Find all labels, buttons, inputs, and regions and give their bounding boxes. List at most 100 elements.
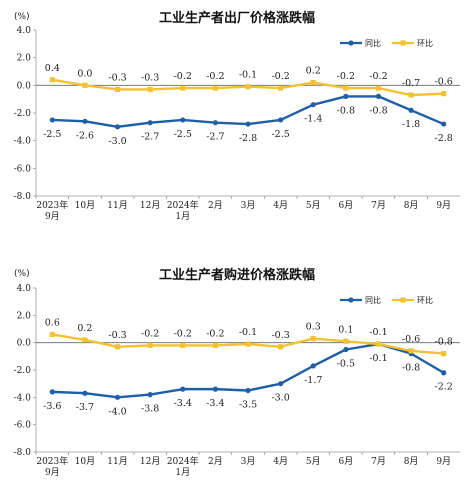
x-tick-label: 3月 xyxy=(241,200,256,211)
data-point xyxy=(278,85,284,91)
data-label: 0.0 xyxy=(77,68,92,79)
data-label: -0.2 xyxy=(337,71,355,82)
data-label: -2.7 xyxy=(206,132,224,143)
data-point xyxy=(82,118,88,124)
data-point xyxy=(114,124,121,130)
data-point xyxy=(180,85,186,91)
x-tick-label: 2024年 xyxy=(167,199,199,211)
data-point xyxy=(180,342,186,348)
data-point xyxy=(310,363,316,369)
data-point xyxy=(441,351,447,357)
data-point xyxy=(278,381,284,387)
data-point xyxy=(245,387,251,394)
data-point xyxy=(441,91,447,97)
legend: 同比 环比 xyxy=(340,38,433,48)
data-point xyxy=(180,117,186,123)
data-point xyxy=(245,341,251,347)
data-label: -0.6 xyxy=(402,334,420,345)
data-label: -3.0 xyxy=(108,136,126,147)
data-point xyxy=(375,93,382,99)
y-tick-label: -8.0 xyxy=(14,448,32,458)
data-label: -0.2 xyxy=(141,328,159,339)
data-point xyxy=(212,342,218,348)
x-tick-label: 2023年 xyxy=(36,199,68,211)
data-point xyxy=(245,84,251,90)
series-yoy: -3.6 -3.7 -4.0 -3.8 -3.4 -3.4 -3.5 -3.0 -1.7 -0.5… xyxy=(43,341,453,417)
data-point xyxy=(147,342,153,348)
y-tick-label: -4.0 xyxy=(14,393,32,403)
data-label: -2.8 xyxy=(239,133,257,144)
x-tick-label: 9月 xyxy=(45,211,60,222)
data-point xyxy=(375,341,382,347)
data-point xyxy=(375,85,382,91)
data-label: -0.2 xyxy=(369,71,387,82)
data-label: -0.8 xyxy=(369,105,387,116)
x-tick-label: 3月 xyxy=(241,456,256,467)
x-tick-label: 10月 xyxy=(75,200,95,211)
x-tick-label: 2023年 xyxy=(36,455,68,467)
x-tick-label: 11月 xyxy=(107,200,127,211)
data-label: 0.1 xyxy=(338,324,353,335)
data-point xyxy=(49,331,55,338)
data-label: -3.7 xyxy=(76,402,94,413)
y-tick-label: -2.0 xyxy=(14,366,32,376)
data-label: -1.4 xyxy=(304,114,322,125)
chart-panel-1: 工业生产者出厂价格涨跌幅 (%) 4.0 2.0 0.0 -2.0 -4.0 -6.0 -8.0… xyxy=(14,10,460,222)
x-tick-label: 9月 xyxy=(45,467,60,478)
y-tick-label: -2.0 xyxy=(14,109,32,119)
chart-title: 工业生产者出厂价格涨跌幅 xyxy=(159,10,315,26)
data-point xyxy=(82,337,88,343)
y-axis-unit: (%) xyxy=(14,269,30,279)
data-label: -0.1 xyxy=(369,353,387,364)
x-tick-label: 5月 xyxy=(306,456,321,467)
legend-label: 同比 xyxy=(365,38,381,48)
x-tick-label: 9月 xyxy=(436,456,451,467)
data-label: -0.3 xyxy=(108,72,126,83)
legend-label: 环比 xyxy=(417,295,433,305)
data-label: 0.2 xyxy=(77,323,92,334)
data-point xyxy=(147,86,153,93)
x-tick-label: 6月 xyxy=(338,200,353,211)
data-label: -0.3 xyxy=(271,330,289,341)
data-label: -0.8 xyxy=(402,363,420,374)
data-label: -3.5 xyxy=(239,400,257,411)
legend-swatch-marker xyxy=(348,40,354,46)
data-point xyxy=(49,77,55,83)
data-label: -2.8 xyxy=(435,133,453,144)
data-label: -3.0 xyxy=(271,393,289,404)
x-tick-label: 7月 xyxy=(371,456,386,467)
data-point xyxy=(441,370,447,376)
data-label: 0.3 xyxy=(306,322,321,333)
x-tick-label: 7月 xyxy=(371,200,386,211)
x-tick-label: 1月 xyxy=(175,467,190,478)
data-label: -1.8 xyxy=(402,119,420,130)
data-label: -0.7 xyxy=(402,78,420,89)
data-label: -0.8 xyxy=(435,337,453,348)
x-tick-label: 2月 xyxy=(208,456,223,467)
y-tick-label: -6.0 xyxy=(14,421,32,431)
data-point xyxy=(147,120,153,126)
data-label: -0.2 xyxy=(206,71,224,82)
data-label: -0.2 xyxy=(271,71,289,82)
data-label: 0.2 xyxy=(306,66,321,77)
data-point xyxy=(147,392,153,398)
data-point xyxy=(114,86,121,93)
data-label: -2.7 xyxy=(141,132,159,143)
y-tick-label: -8.0 xyxy=(14,192,32,202)
data-label: -0.3 xyxy=(108,330,126,341)
x-tick-label: 8月 xyxy=(404,200,419,211)
data-point xyxy=(343,93,349,99)
data-point xyxy=(49,389,55,395)
data-point xyxy=(212,120,218,126)
data-label: -0.2 xyxy=(174,328,192,339)
data-point xyxy=(343,85,349,91)
data-point xyxy=(278,344,284,350)
data-point xyxy=(82,390,88,396)
x-tick-label: 12月 xyxy=(140,200,160,211)
data-label: -0.2 xyxy=(206,328,224,339)
data-label: -0.8 xyxy=(337,105,355,116)
data-label: -3.4 xyxy=(174,398,192,409)
data-label: -2.5 xyxy=(271,129,289,140)
legend: 同比 环比 xyxy=(340,295,433,305)
